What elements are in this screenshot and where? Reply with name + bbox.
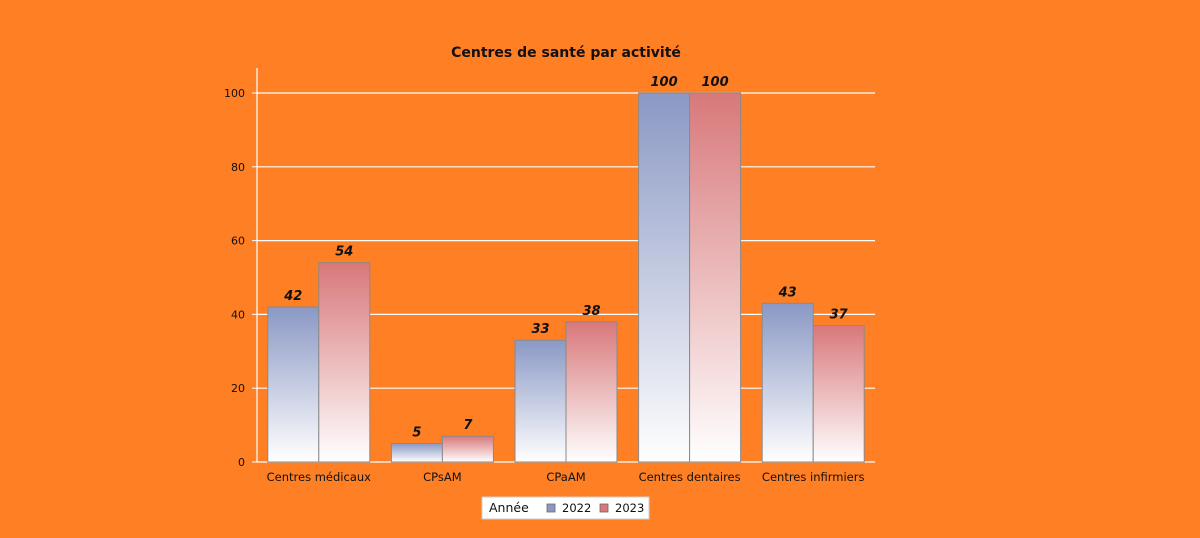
bar-2023: [689, 92, 742, 463]
data-labels: 42 54 5 7 33 38 100 100 43 37: [283, 75, 848, 441]
bar-2022: [761, 302, 814, 463]
bar-2023: [812, 324, 865, 463]
x-tick-label: CPaAM: [546, 470, 585, 484]
bar-2023: [318, 262, 371, 463]
bar-2022: [390, 443, 443, 463]
legend-box: [481, 496, 650, 520]
y-tick-label: 0: [238, 456, 245, 469]
y-tick-label: 80: [231, 161, 245, 174]
legend-swatch: [599, 503, 609, 513]
data-label: 33: [531, 322, 549, 337]
legend-item-label: 2023: [615, 501, 644, 515]
data-label: 7: [463, 418, 473, 433]
bar-2023: [441, 435, 494, 463]
data-label: 38: [582, 304, 600, 319]
data-label: 5: [412, 426, 421, 441]
legend: Année 2022 2023: [481, 496, 650, 520]
bar-2022: [514, 339, 567, 463]
chart-title: Centres de santé par activité: [451, 45, 681, 61]
bar-2022: [638, 92, 691, 463]
data-label: 42: [283, 289, 302, 304]
x-tick-label: Centres infirmiers: [762, 470, 865, 484]
y-tick-label: 100: [224, 87, 245, 100]
data-label: 100: [651, 75, 678, 90]
x-tick-label: Centres dentaires: [639, 470, 741, 484]
bar-2022: [267, 306, 320, 463]
legend-item-label: 2022: [562, 501, 591, 515]
legend-swatch: [546, 503, 556, 513]
x-tick-label: CPsAM: [423, 470, 462, 484]
y-tick-label: 40: [231, 308, 245, 321]
y-tick-label: 20: [231, 382, 245, 395]
data-label: 54: [335, 245, 353, 260]
data-label: 37: [830, 307, 849, 322]
bars: [267, 92, 865, 463]
data-label: 43: [778, 285, 797, 300]
bar-2023: [565, 321, 618, 463]
data-label: 100: [702, 75, 729, 90]
y-tick-label: 60: [231, 235, 245, 248]
x-tick-label: Centres médicaux: [267, 470, 372, 484]
legend-title: Année: [489, 500, 529, 515]
